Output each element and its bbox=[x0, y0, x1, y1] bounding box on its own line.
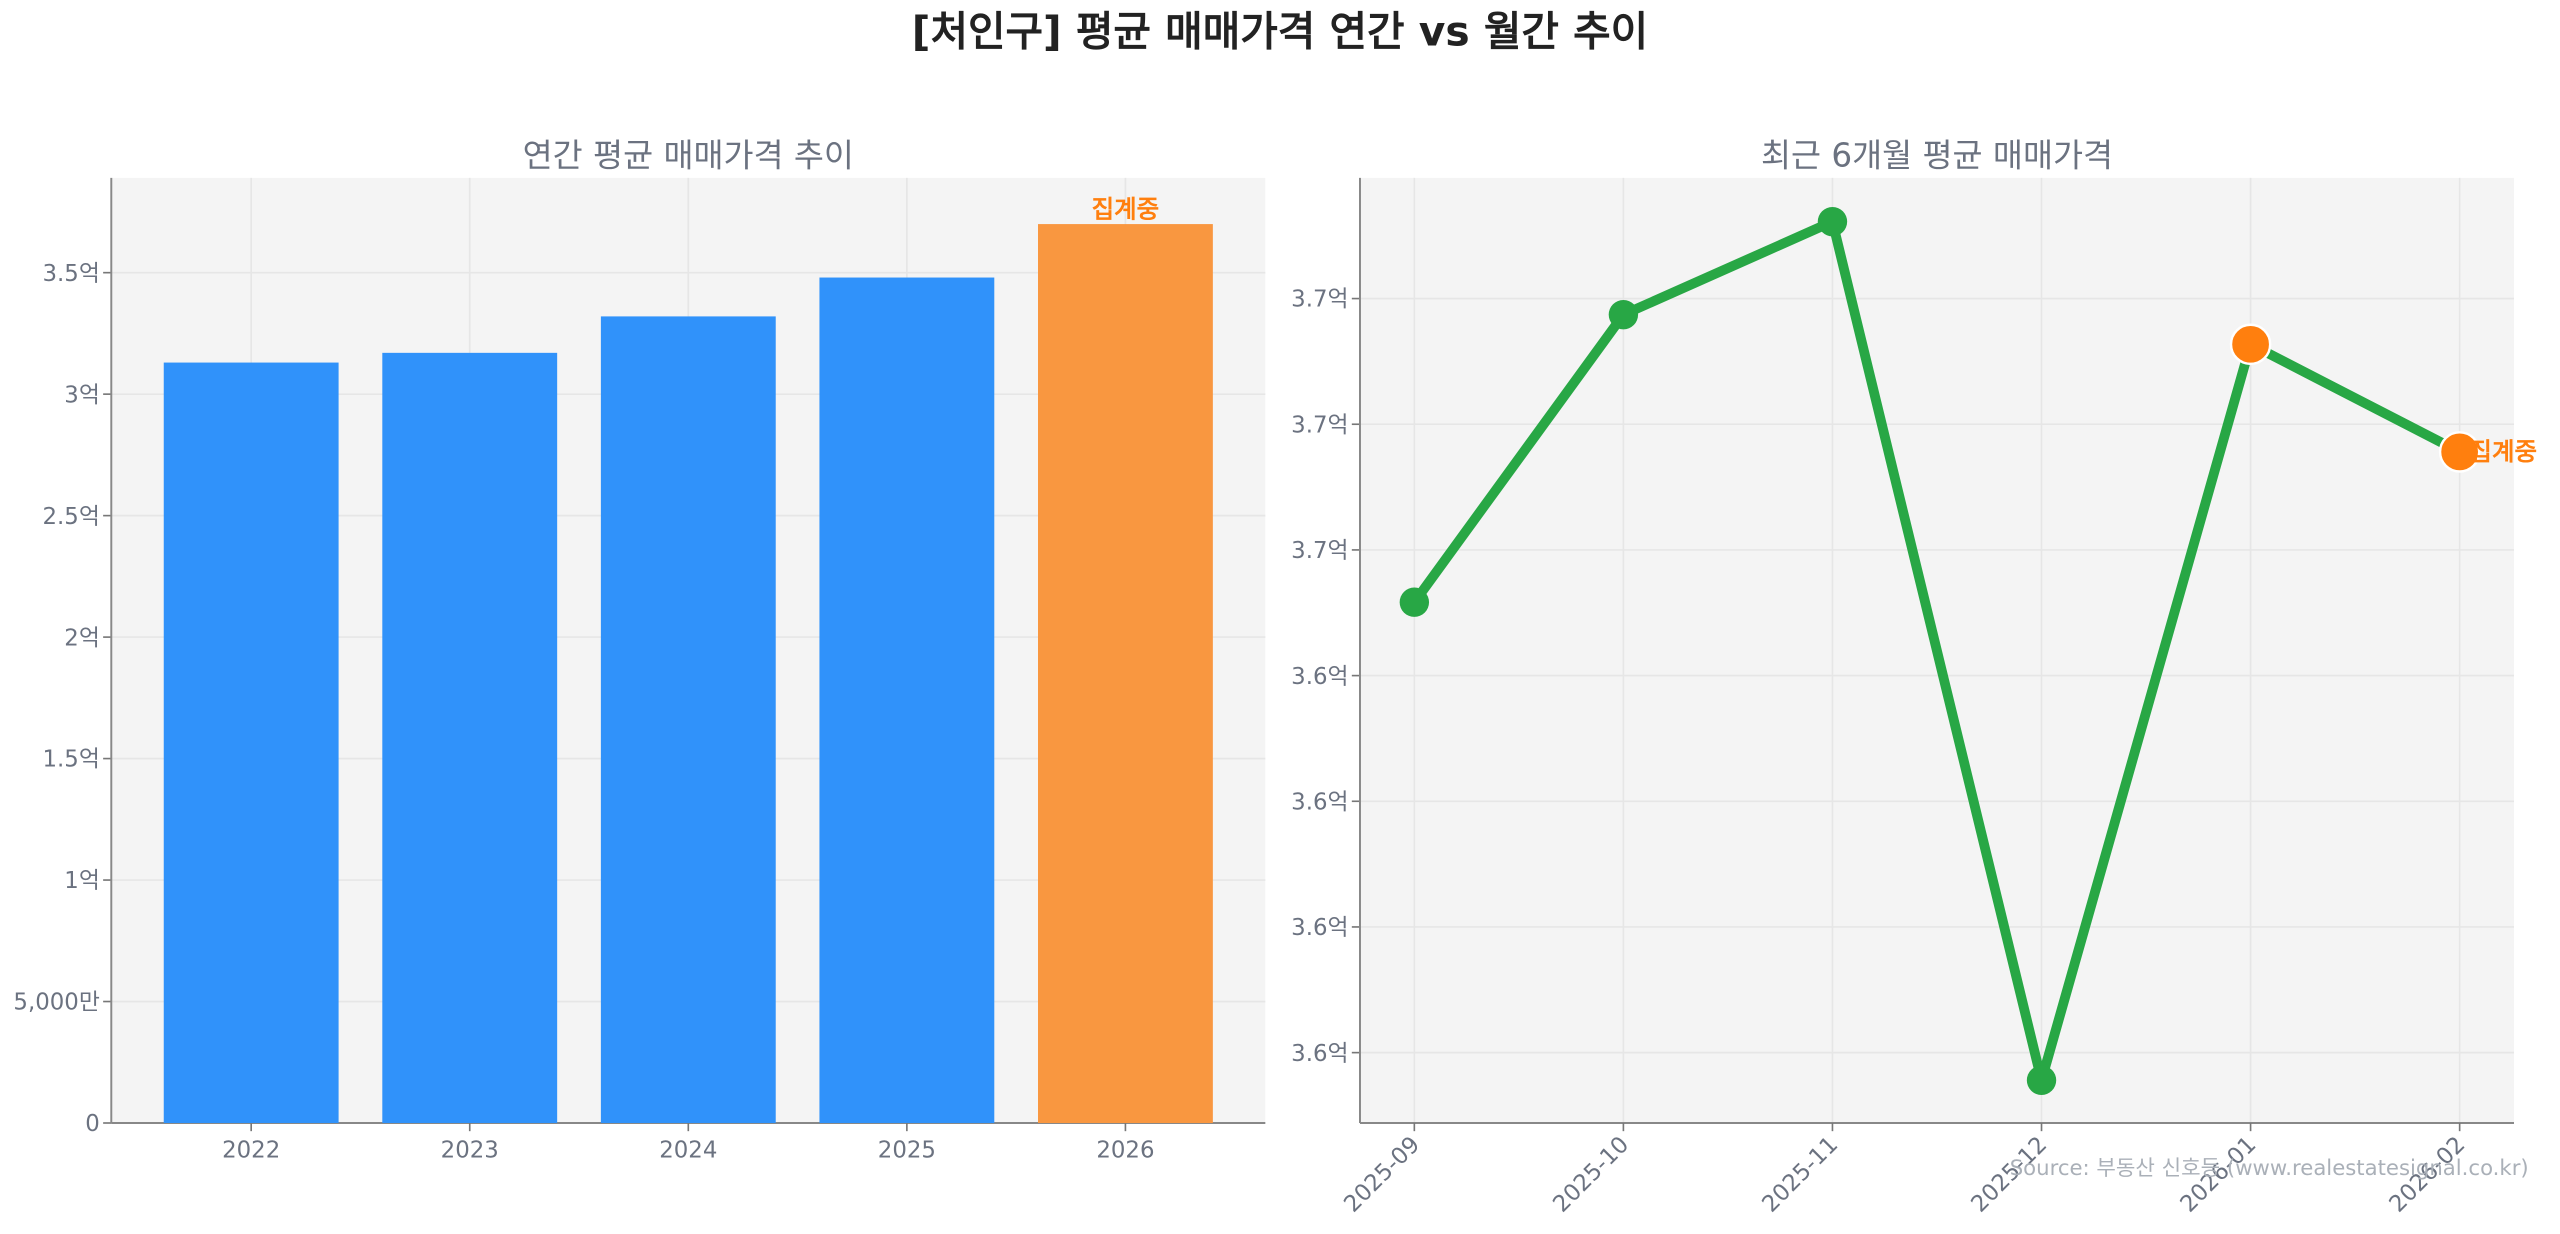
price-line bbox=[1410, 216, 2462, 1086]
subplot-title: 연간 평균 매매가격 추이 bbox=[523, 136, 854, 174]
x-tick-label: 2024 bbox=[659, 1137, 717, 1163]
x-tick-label: 2025-11 bbox=[1757, 1132, 1843, 1218]
y-tick-label: 2억 bbox=[64, 625, 100, 651]
partial-annotation: 집계중 bbox=[1092, 195, 1160, 224]
x-tick-label: 2026 bbox=[1096, 1137, 1154, 1163]
y-tick-label: 5,000만 bbox=[13, 990, 99, 1016]
figure-title: [처인구] 평균 매매가격 연간 vs 월간 추이 bbox=[912, 8, 1648, 56]
partial-point-2026-02 bbox=[2438, 431, 2481, 473]
bar-2024 bbox=[600, 316, 776, 1124]
y-tick-label: 1억 bbox=[64, 868, 100, 894]
partial-annotation: 집계중 bbox=[2469, 437, 2537, 466]
monthly-line-chart: 3.6억 3.6억 3.6억 3.6억 3.7억 3.7억 3.7억 최근 6개월 평균 매매… bbox=[1291, 136, 2537, 1217]
source-note: Source: 부동산 신호등 (www.realestatesignal.co… bbox=[2010, 1156, 2529, 1181]
bar-2025 bbox=[819, 277, 995, 1124]
y-tick-label: 3.6억 bbox=[1291, 1041, 1348, 1067]
data-point-2025-09 bbox=[1399, 587, 1430, 617]
y-tick-label: 3.6억 bbox=[1291, 664, 1348, 690]
y-tick-label: 3.7억 bbox=[1291, 412, 1348, 438]
partial-point-2026-01 bbox=[2229, 323, 2272, 366]
y-tick-label: 3.6억 bbox=[1291, 789, 1348, 815]
x-tick-label: 2023 bbox=[441, 1137, 499, 1163]
y-tick-label: 3.7억 bbox=[1291, 538, 1348, 564]
y-tick-label: 3.7억 bbox=[1291, 287, 1348, 313]
x-tick-label: 2025-09 bbox=[1339, 1132, 1425, 1218]
annual-bar-chart: 0 5,000만 1억 1.5억 2억 2.5억 3억 3.5억 연간 평균 매매가격 추이 20… bbox=[13, 136, 1266, 1163]
y-tick-label: 0 bbox=[85, 1111, 100, 1137]
data-point-2025-10 bbox=[1608, 299, 1639, 330]
x-tick-label: 2025-10 bbox=[1548, 1132, 1634, 1218]
y-tick-label: 1.5억 bbox=[43, 747, 100, 773]
bar-2026 bbox=[1038, 224, 1213, 1124]
y-tick-label: 3억 bbox=[64, 382, 100, 408]
bar-2023 bbox=[382, 352, 558, 1124]
data-point-2025-12 bbox=[2026, 1065, 2057, 1095]
y-tick-label: 2.5억 bbox=[43, 504, 100, 530]
x-tick-label: 2025 bbox=[878, 1137, 936, 1163]
y-tick-label: 3.6억 bbox=[1291, 915, 1348, 941]
bar-2022 bbox=[163, 362, 339, 1124]
subplot-title: 최근 6개월 평균 매매가격 bbox=[1761, 136, 2113, 174]
y-tick-label: 3.5억 bbox=[43, 261, 100, 287]
data-point-2025-11 bbox=[1817, 206, 1848, 237]
x-tick-label: 2022 bbox=[222, 1137, 280, 1163]
